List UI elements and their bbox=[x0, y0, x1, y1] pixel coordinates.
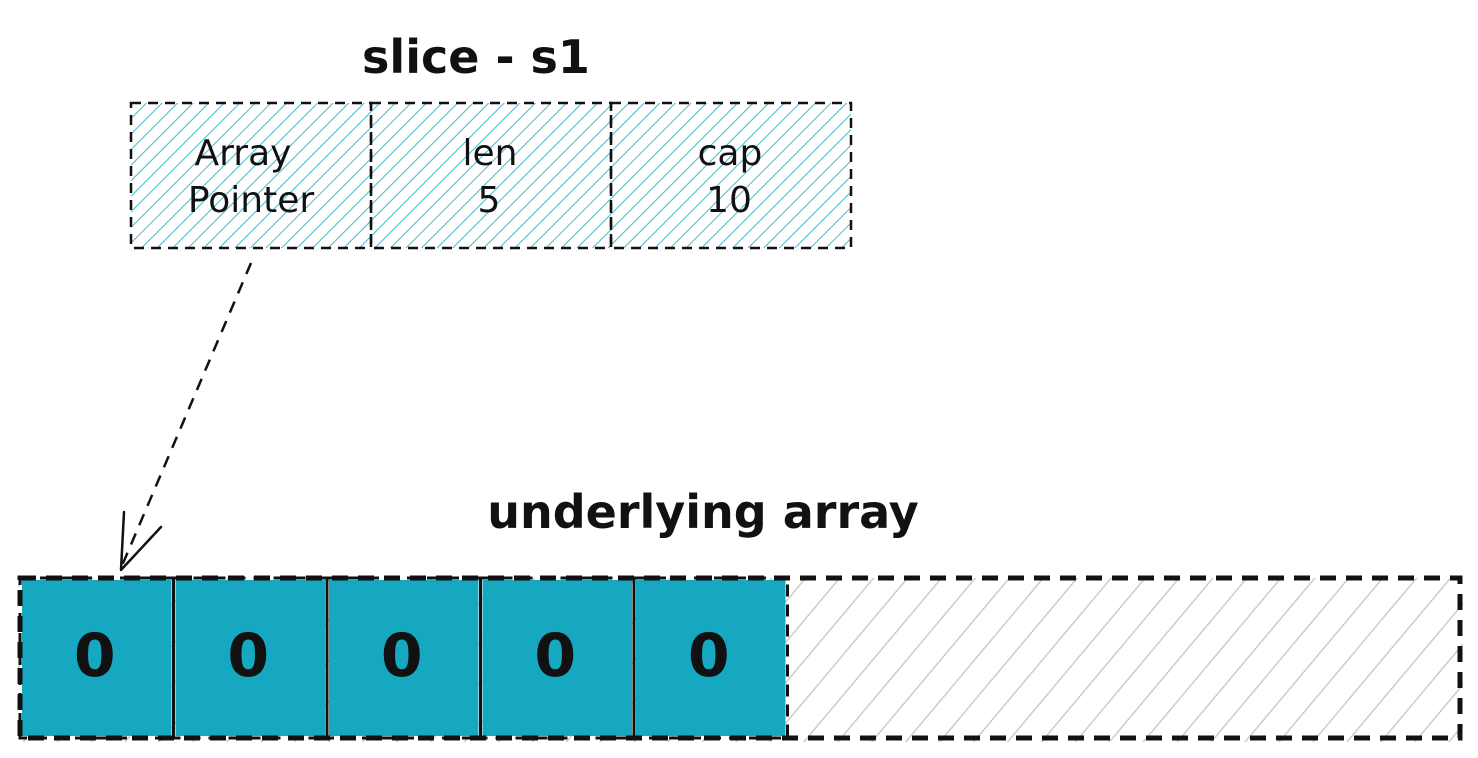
array-cell: 0 bbox=[172, 576, 329, 740]
array-cell: 0 bbox=[479, 576, 636, 740]
array-cell-value: 0 bbox=[227, 621, 269, 691]
slice-field-cap: cap 10 bbox=[609, 101, 853, 250]
array-title: underlying array bbox=[487, 485, 919, 539]
pointer-arrow bbox=[119, 262, 253, 572]
array-cell-fill bbox=[482, 580, 632, 736]
array-cell-value: 0 bbox=[74, 621, 116, 691]
array-cell-value: 0 bbox=[688, 621, 730, 691]
array-cell-fill bbox=[636, 580, 786, 736]
array-cells: 0 0 0 0 0 bbox=[18, 576, 789, 740]
array-cell-value: 0 bbox=[381, 621, 423, 691]
array-cell: 0 bbox=[632, 576, 789, 740]
array-cell-fill bbox=[329, 580, 479, 736]
slice-title: slice - s1 bbox=[362, 30, 590, 84]
slice-field-cap-value: 10 bbox=[706, 180, 752, 221]
underlying-array: 0 0 0 0 0 bbox=[17, 575, 1463, 742]
slice-field-array-pointer-line2: Pointer bbox=[188, 180, 315, 221]
slice-field-len: len 5 bbox=[369, 101, 613, 250]
array-cell: 0 bbox=[325, 576, 482, 740]
slice-field-len-value: 5 bbox=[478, 180, 501, 221]
slice-field-array-pointer: Array Pointer bbox=[129, 101, 373, 250]
slice-field-array-pointer-line1: Array bbox=[195, 133, 292, 174]
array-cell: 0 bbox=[18, 576, 175, 740]
array-border bbox=[17, 575, 1463, 741]
slice-field-len-label: len bbox=[463, 133, 518, 174]
slice-header: Array Pointer len 5 cap 10 bbox=[129, 101, 853, 250]
slice-field-cap-label: cap bbox=[698, 133, 763, 174]
array-cell-value: 0 bbox=[534, 621, 576, 691]
array-cell-fill bbox=[22, 580, 172, 736]
array-cell-fill bbox=[175, 580, 325, 736]
